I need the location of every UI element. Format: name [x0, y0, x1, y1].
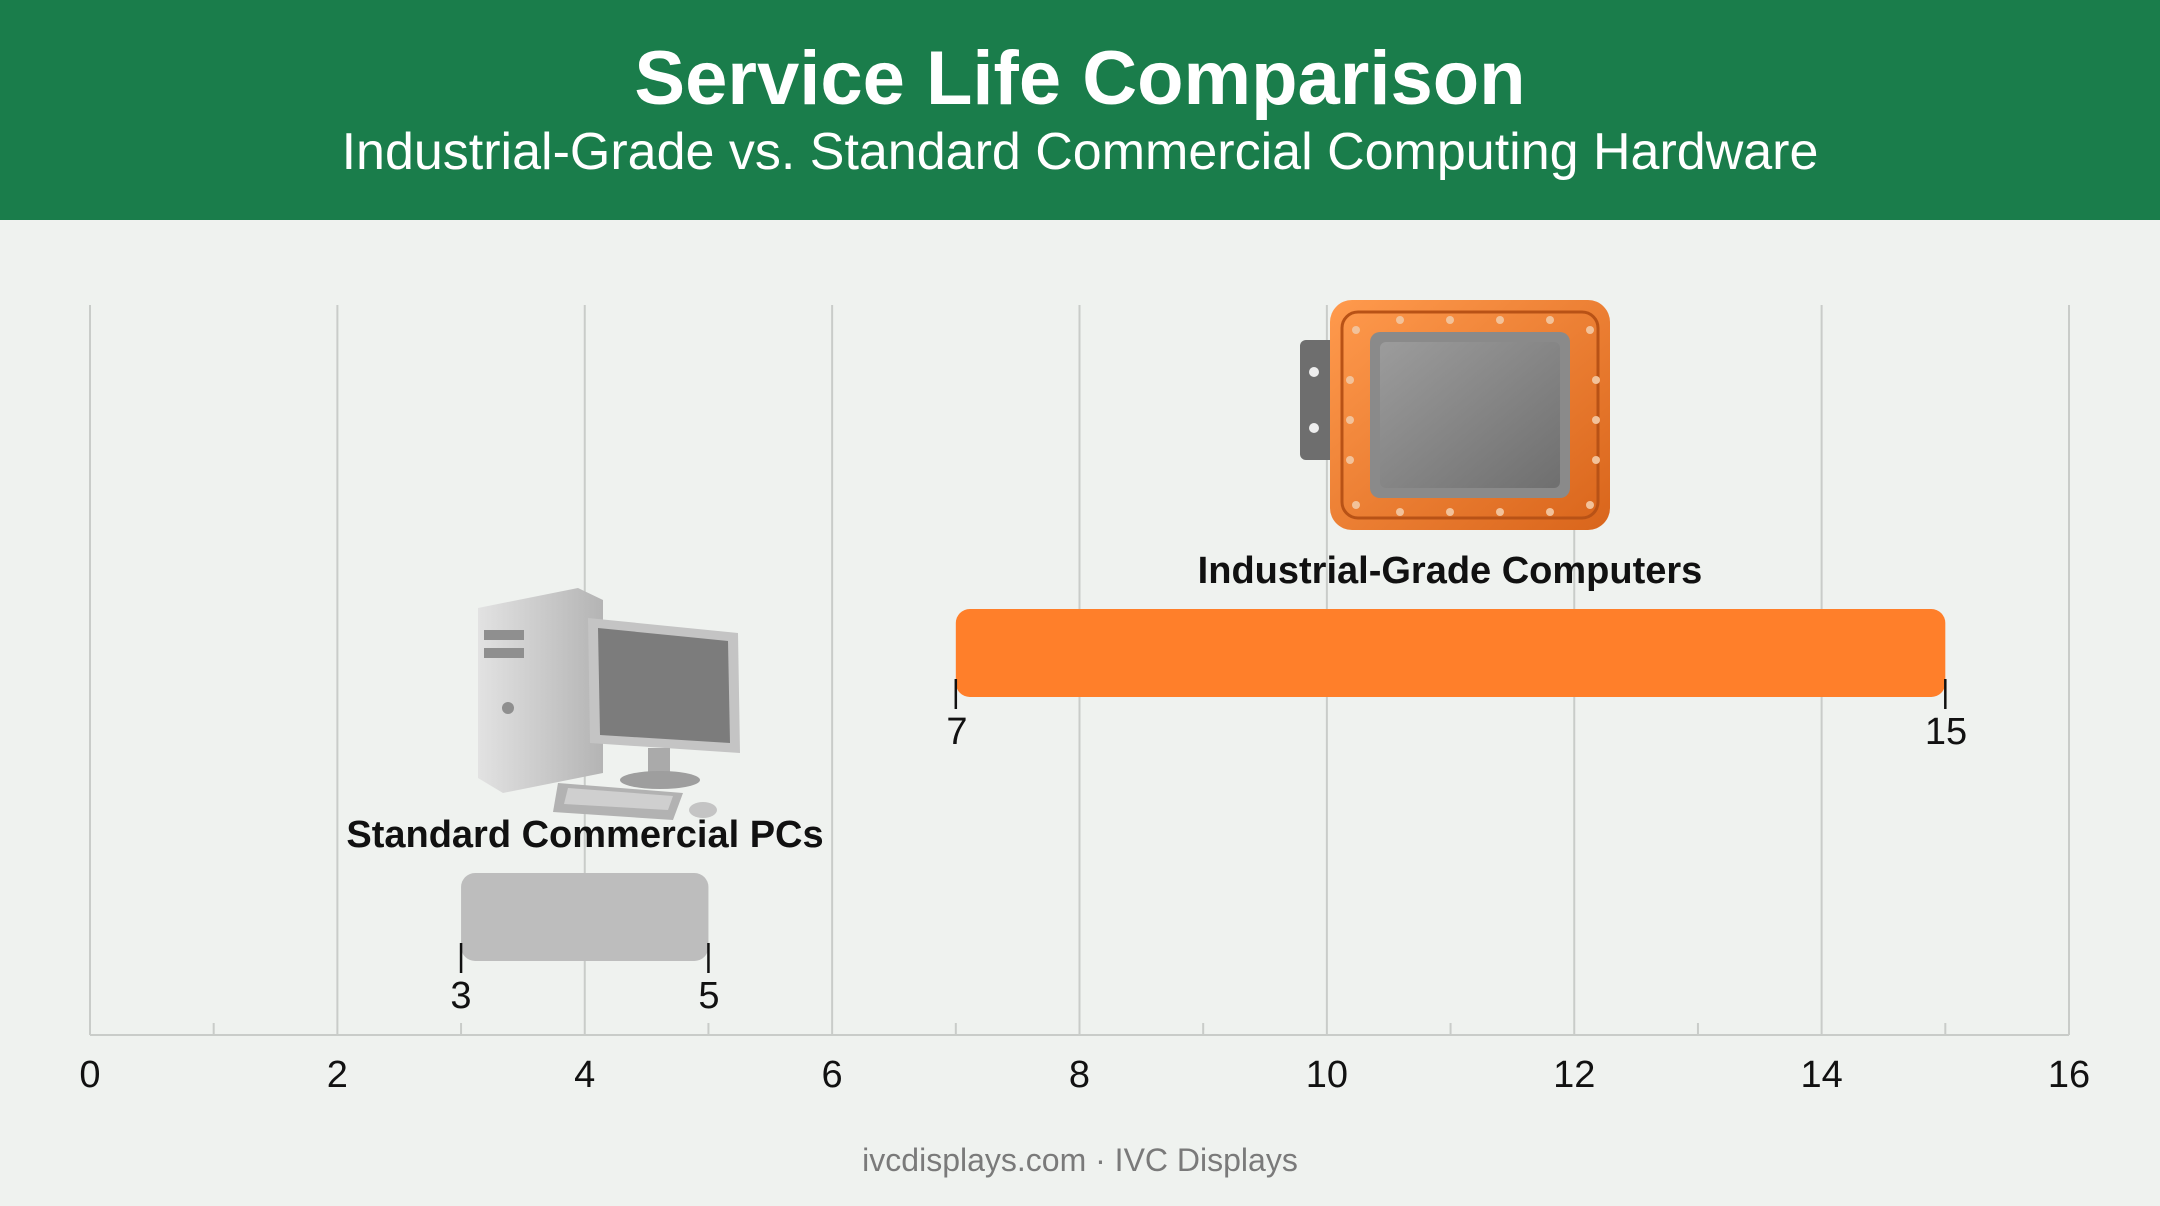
x-tick-label: 0 — [79, 1054, 100, 1096]
range-end-label-industrial: 15 — [1925, 711, 1967, 753]
x-tick-label: 10 — [1306, 1054, 1348, 1096]
header-banner: Service Life Comparison Industrial-Grade… — [0, 0, 2160, 220]
range-bar-chart: 0 2 4 6 8 10 12 14 16 Industrial-Grade C — [79, 300, 2090, 1096]
range-end-label-commercial: 5 — [698, 975, 719, 1017]
range-start-label-commercial: 3 — [450, 975, 471, 1017]
x-tick-label: 6 — [822, 1054, 843, 1096]
series-label-commercial: Standard Commercial PCs — [346, 814, 823, 856]
bar-commercial — [461, 873, 709, 961]
x-tick-label: 14 — [1800, 1054, 1842, 1096]
range-start-label-industrial: 7 — [946, 711, 967, 753]
footer-credit: ivcdisplays.com · IVC Displays — [862, 1142, 1298, 1178]
series-label-industrial: Industrial-Grade Computers — [1198, 550, 1703, 592]
x-tick-label: 2 — [327, 1054, 348, 1096]
x-tick-label: 12 — [1553, 1054, 1595, 1096]
chart-subtitle: Industrial-Grade vs. Standard Commercial… — [341, 123, 1819, 181]
x-tick-label: 16 — [2048, 1054, 2090, 1096]
desktop-pc-icon — [478, 588, 740, 820]
x-tick-label: 8 — [1069, 1054, 1090, 1096]
chart-title: Service Life Comparison — [634, 36, 1526, 121]
x-tick-label: 4 — [574, 1054, 595, 1096]
bars — [459, 609, 1947, 973]
bar-industrial — [955, 609, 1946, 697]
x-axis: 0 2 4 6 8 10 12 14 16 — [79, 1023, 2090, 1096]
industrial-panel-computer-icon — [1300, 300, 1610, 530]
